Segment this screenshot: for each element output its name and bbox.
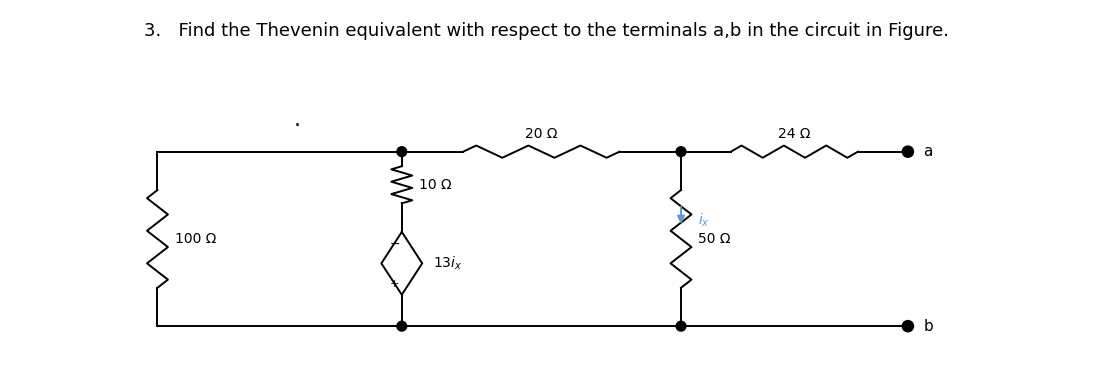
Text: −: − bbox=[389, 238, 400, 251]
Circle shape bbox=[903, 146, 914, 157]
Text: 24 Ω: 24 Ω bbox=[779, 127, 811, 141]
Circle shape bbox=[903, 321, 914, 332]
Text: 50 Ω: 50 Ω bbox=[699, 232, 731, 246]
Text: b: b bbox=[924, 319, 934, 334]
Circle shape bbox=[397, 321, 407, 331]
Circle shape bbox=[676, 147, 685, 157]
Text: 100 Ω: 100 Ω bbox=[175, 232, 216, 246]
Circle shape bbox=[676, 321, 685, 331]
Text: .: . bbox=[294, 110, 301, 130]
Text: 3.   Find the Thevenin equivalent with respect to the terminals a,b in the circu: 3. Find the Thevenin equivalent with res… bbox=[144, 22, 949, 40]
Text: +: + bbox=[390, 279, 399, 289]
Circle shape bbox=[397, 147, 407, 157]
Text: 20 Ω: 20 Ω bbox=[526, 127, 558, 141]
Text: $i_x$: $i_x$ bbox=[699, 212, 710, 229]
Text: $13i_x$: $13i_x$ bbox=[433, 255, 462, 272]
Text: a: a bbox=[924, 144, 933, 159]
Text: 10 Ω: 10 Ω bbox=[419, 178, 451, 192]
